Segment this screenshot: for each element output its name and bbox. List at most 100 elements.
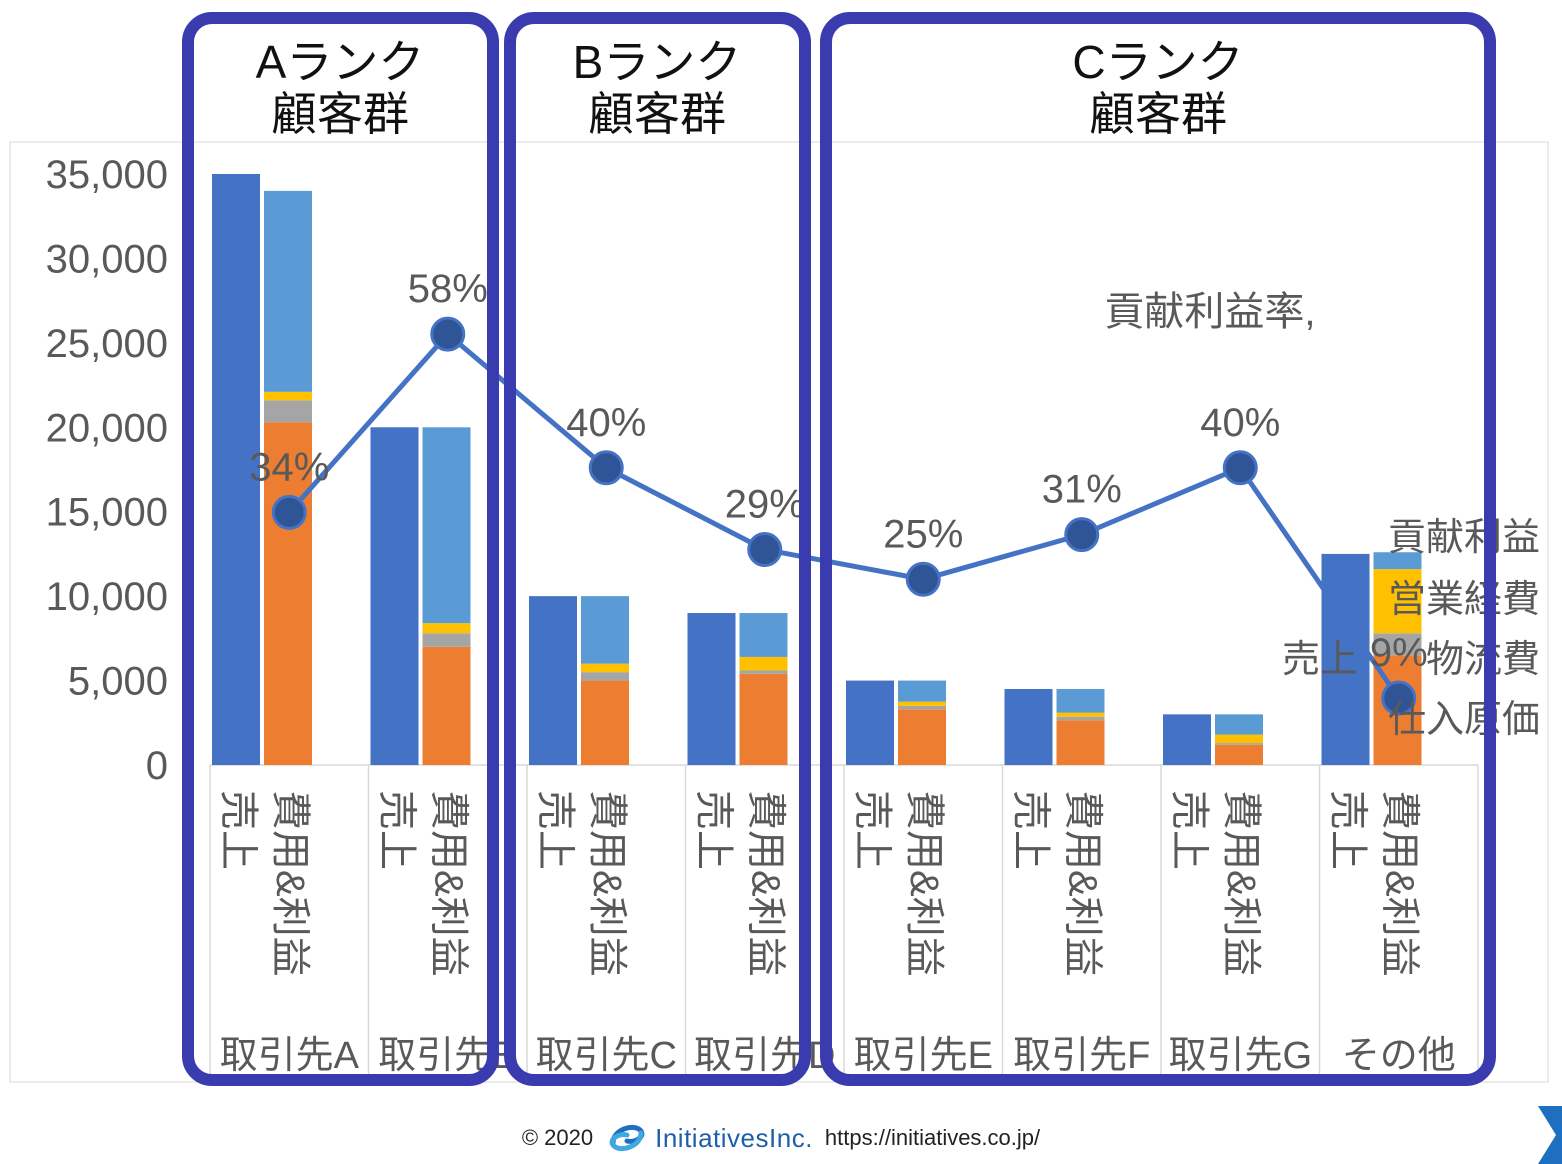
cost-profit-bar-label: 費用&利益 (744, 790, 788, 977)
legend-cost: 仕入原価 (1388, 699, 1540, 741)
opex-segment (1215, 734, 1263, 744)
logistics-segment (1056, 716, 1105, 721)
profit-rate-point (1222, 450, 1258, 486)
category-label: 取引先A (220, 1035, 360, 1077)
website-link[interactable]: https://initiatives.co.jp/ (824, 1125, 1041, 1150)
rank-box-title: Bランク (573, 36, 742, 88)
y-tick-label: 30,000 (46, 237, 168, 281)
opex-segment (1373, 569, 1422, 634)
profit-rate-polyline (287, 330, 1401, 700)
profit-rate-label: 25% (883, 512, 963, 556)
cost-profit-bar-label: 費用&利益 (268, 790, 312, 977)
profit-rate-point (905, 561, 941, 597)
profit-rate-labels: 34% 58% 40% 29% 25% 31% 40% 9% 貢献利益率, (249, 267, 1427, 675)
category-label: 取引先E (854, 1035, 993, 1077)
sales-bar-label: 売上 (1326, 790, 1370, 870)
rank-box-subtitle: 顧客群 (588, 88, 726, 140)
category-label: 取引先F (1013, 1035, 1150, 1077)
logistics-segment (739, 670, 788, 674)
copyright-text: © 2020 (521, 1125, 594, 1150)
sales-bar (529, 596, 577, 765)
sales-bar-label: 売上 (1167, 790, 1211, 870)
rank-box-title: Aランク (256, 36, 425, 88)
y-tick-label: 15,000 (46, 491, 168, 535)
category-label: 取引先D (694, 1035, 835, 1077)
sales-bar (687, 613, 736, 765)
sales-bar-label: 売上 (375, 790, 419, 870)
logistics-segment (422, 633, 471, 647)
profit-rate-point (747, 532, 783, 568)
category-label: その他 (1342, 1035, 1456, 1077)
profit-rate-label: 29% (725, 483, 805, 527)
profit-segment (264, 190, 312, 392)
cost-segment (739, 673, 788, 765)
sales-bar (1321, 553, 1370, 765)
sales-bar (846, 680, 894, 765)
profit-rate-label: 34% (249, 445, 329, 489)
cost-profit-bar-label: 費用&利益 (1378, 790, 1422, 977)
sales-bar-label: 売上 (692, 790, 736, 870)
bars (212, 174, 1422, 765)
y-tick-label: 10,000 (46, 575, 168, 619)
sales-bar-label: 売上 (850, 790, 894, 870)
logistics-segment (264, 400, 312, 423)
category-label: 取引先C (536, 1035, 677, 1077)
line-series-label: 貢献利益率, (1104, 290, 1315, 334)
footer: © 2020 InitiativesInc. https://initiativ… (0, 1118, 1562, 1158)
y-tick-label: 5,000 (68, 660, 168, 704)
profit-segment (1215, 714, 1263, 735)
sales-bar (212, 174, 260, 765)
legend-logistics: 物流費 (1426, 639, 1540, 681)
initiatives-logo-icon (609, 1125, 645, 1151)
profit-segment (581, 596, 629, 664)
profit-rate-label: 58% (408, 267, 488, 311)
cost-segment (581, 680, 629, 765)
sales-bar-label: 売上 (216, 790, 260, 870)
opex-segment (264, 391, 312, 401)
profit-rate-point (430, 316, 466, 352)
corner-chevron-icon (1538, 1106, 1562, 1164)
opex-segment (739, 656, 788, 671)
cost-segment (1056, 720, 1105, 765)
profit-rate-point (1381, 680, 1417, 716)
sales-bar-label: 売上 (533, 790, 577, 870)
bar-labels: 売上 費用&利益 売上 費用&利益 売上 費用&利益 売上 費用&利益 売上 費用&利益 売上 費用&… (216, 790, 1422, 977)
profit-rate-line (271, 316, 1417, 716)
rank-box-frame (820, 12, 1496, 1086)
category-label: 取引先G (1168, 1035, 1312, 1077)
profit-rate-point (1064, 517, 1100, 553)
legend-sales: 売上 (1282, 639, 1358, 681)
opex-segment (422, 623, 471, 634)
logistics-segment (581, 672, 629, 681)
opex-segment (1056, 712, 1105, 717)
cost-profit-bar-label: 費用&利益 (902, 790, 946, 977)
profit-rate-label: 31% (1042, 468, 1122, 512)
profit-segment (739, 613, 788, 657)
sales-bar (1163, 714, 1211, 765)
profit-rate-label: 40% (1200, 401, 1280, 445)
y-tick-label: 35,000 (46, 153, 168, 197)
profit-segment (1056, 689, 1105, 713)
opex-segment (581, 663, 629, 673)
logistics-segment (898, 705, 946, 710)
cost-profit-bar-label: 費用&利益 (1219, 790, 1263, 977)
cost-segment (898, 709, 946, 765)
profit-segment (898, 680, 946, 702)
category-grid (209, 764, 1479, 1080)
cost-profit-bar-label: 費用&利益 (427, 790, 471, 977)
sales-bar-label: 売上 (1009, 790, 1053, 870)
profit-rate-label: 9% (1370, 631, 1428, 675)
cost-profit-bar-label: 費用&利益 (585, 790, 629, 977)
cost-segment (422, 646, 471, 765)
brand-name: InitiativesInc. (655, 1122, 813, 1153)
y-axis: 35,000 30,000 25,000 20,000 15,000 10,000 5,00… (46, 153, 168, 788)
y-tick-label: 25,000 (46, 322, 168, 366)
y-tick-label: 0 (146, 744, 168, 788)
brand-logo[interactable]: InitiativesInc. (605, 1121, 813, 1155)
logistics-segment (1373, 633, 1422, 656)
legend-opex: 営業経費 (1388, 579, 1540, 621)
profit-segment (422, 427, 471, 624)
sales-bar (370, 427, 419, 765)
